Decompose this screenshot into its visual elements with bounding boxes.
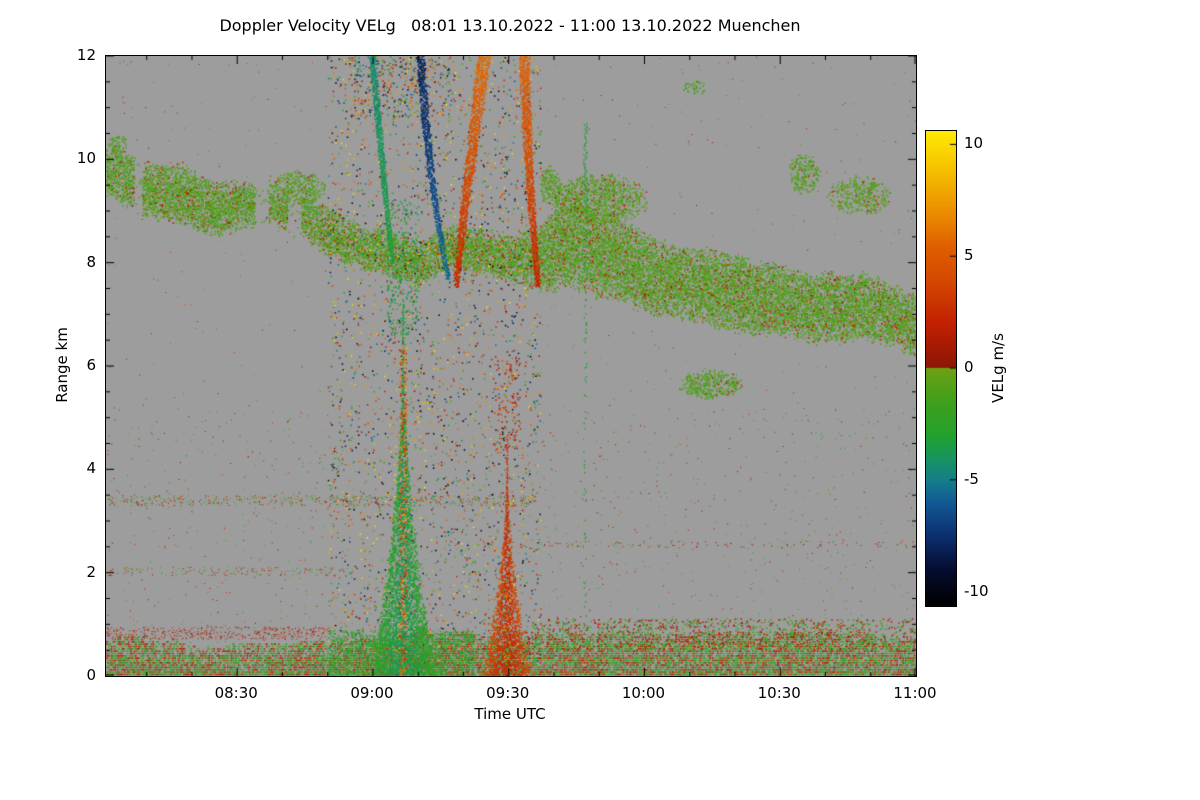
colorbar-tick-label: 5 — [964, 246, 974, 265]
colorbar — [925, 130, 957, 607]
colorbar-tick-label: -5 — [964, 469, 979, 488]
x-tick-label: 10:00 — [621, 684, 666, 702]
y-tick-label: 10 — [76, 149, 96, 168]
colorbar-label: VELg m/s — [989, 333, 1007, 403]
chart-title: Doppler Velocity VELg 08:01 13.10.2022 -… — [219, 16, 801, 35]
x-tick-label: 09:00 — [350, 684, 394, 702]
y-tick-label: 12 — [76, 46, 96, 64]
colorbar-tick-label: -10 — [964, 581, 989, 600]
x-axis-label: Time UTC — [474, 705, 546, 723]
y-tick-label: 4 — [86, 459, 96, 478]
x-tick-label: 08:30 — [214, 684, 258, 702]
y-tick-label: 8 — [86, 252, 96, 271]
x-tick-label: 10:30 — [757, 684, 801, 702]
colorbar-canvas — [926, 131, 956, 606]
colorbar-tick-label: 10 — [964, 134, 984, 153]
y-tick-label: 0 — [86, 666, 96, 684]
y-tick-label: 2 — [86, 562, 96, 581]
plot-area — [105, 55, 917, 677]
x-tick-label: 09:30 — [486, 684, 530, 702]
heatmap-canvas — [106, 56, 916, 676]
colorbar-tick-label: 0 — [964, 358, 974, 376]
x-tick-label: 11:00 — [893, 684, 937, 702]
y-tick-label: 6 — [86, 356, 96, 374]
